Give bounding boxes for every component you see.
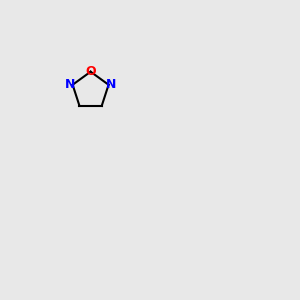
- Text: N: N: [65, 78, 75, 91]
- Text: N: N: [106, 78, 116, 91]
- Text: O: O: [85, 65, 96, 78]
